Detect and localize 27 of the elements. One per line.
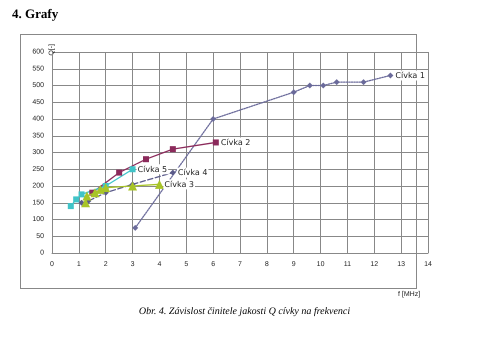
point <box>128 182 138 190</box>
point <box>68 203 74 210</box>
point <box>212 139 219 146</box>
series-label: Cívka 3 <box>164 180 194 189</box>
series-label: Cívka 2 <box>220 138 250 147</box>
point <box>290 89 297 96</box>
point <box>130 166 136 172</box>
point <box>334 79 340 86</box>
chart-title: 4. Grafy <box>12 6 58 22</box>
text: Obr. 4. Závislost činitele jakosti Q cívky na frekvenci <box>138 306 352 317</box>
point <box>73 196 80 202</box>
point <box>143 156 149 162</box>
point <box>78 191 85 198</box>
point <box>210 116 216 122</box>
point <box>387 72 394 78</box>
series-label: Cívka 4 <box>178 168 208 178</box>
point <box>170 146 176 152</box>
point <box>132 224 138 231</box>
point <box>170 170 176 176</box>
series-label: Cívka 5 <box>138 164 168 174</box>
point <box>116 170 122 176</box>
point <box>82 192 92 201</box>
point <box>306 82 313 88</box>
point <box>360 79 367 86</box>
series-label: Cívka 1 <box>395 70 425 80</box>
point <box>90 188 100 198</box>
point <box>154 180 164 189</box>
